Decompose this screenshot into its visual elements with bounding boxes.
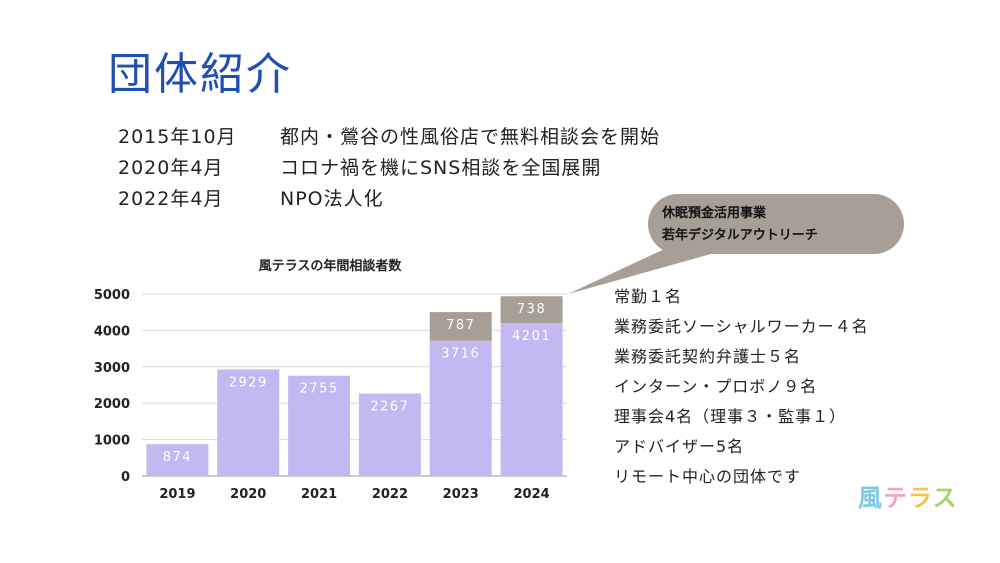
bar-stack-top (429, 312, 492, 341)
history-text: 都内・鶯谷の性風俗店で無料相談会を開始 (280, 126, 661, 148)
x-tick-label: 2021 (301, 487, 337, 502)
bar (217, 369, 280, 476)
y-tick-label: 0 (121, 470, 130, 485)
data-label: 2755 (300, 382, 339, 397)
x-tick-label: 2024 (513, 487, 549, 502)
data-label: 4201 (512, 329, 551, 344)
history-list: 2015年10月 都内・鶯谷の性風俗店で無料相談会を開始 2020年4月 コロナ禍を… (118, 122, 660, 215)
bar (500, 323, 563, 476)
history-item: 2015年10月 都内・鶯谷の性風俗店で無料相談会を開始 (118, 122, 660, 153)
y-tick-label: 5000 (94, 288, 130, 303)
x-tick-label: 2019 (159, 487, 195, 502)
staff-item: 常勤１名 (614, 287, 683, 306)
logo-char: ラ (908, 484, 933, 512)
staff-list: 常勤１名 業務委託ソーシャルワーカー４名 業務委託契約弁護士５名 インターン・プ… (614, 283, 869, 493)
x-tick-label: 2022 (372, 487, 408, 502)
bar (358, 393, 421, 476)
staff-item: アドバイザー5名 (614, 437, 745, 456)
data-label: 787 (446, 318, 475, 333)
callout-line-1: 休眠預金活用事業 (662, 206, 767, 221)
staff-item: 理事会4名（理事３・監事１） (614, 407, 847, 426)
callout-bubble (648, 194, 904, 254)
bar (146, 444, 209, 476)
data-label: 2929 (229, 375, 268, 390)
logo-char: テ (883, 484, 908, 512)
x-tick-label: 2023 (443, 487, 479, 502)
y-tick-label: 2000 (94, 397, 130, 412)
callout-line-2: 若年デジタルアウトリーチ (662, 228, 818, 243)
y-tick-label: 3000 (94, 361, 130, 376)
staff-item: 業務委託ソーシャルワーカー４名 (614, 317, 869, 336)
y-tick-label: 4000 (94, 324, 130, 339)
data-label: 3716 (441, 347, 480, 362)
y-tick-label: 1000 (94, 434, 130, 449)
staff-item: リモート中心の団体です (614, 467, 802, 486)
callout-text: 休眠預金活用事業 若年デジタルアウトリーチ (662, 203, 818, 247)
data-label: 738 (517, 302, 546, 317)
history-item: 2020年4月 コロナ禍を機にSNS相談を全国展開 (118, 153, 660, 184)
history-date: 2020年4月 (118, 157, 224, 179)
history-text: コロナ禍を機にSNS相談を全国展開 (280, 157, 602, 179)
callout: 休眠預金活用事業 若年デジタルアウトリーチ (568, 194, 908, 294)
bar-chart: 0 1000 2000 3000 4000 5000 874 2019 2929 2020 2755… (94, 288, 567, 502)
bar (288, 375, 351, 476)
bar (429, 340, 492, 476)
history-text: NPO法人化 (280, 188, 384, 210)
data-label: 874 (163, 450, 192, 465)
chart-title: 風テラスの年間相談者数 (258, 259, 402, 274)
history-date: 2022年4月 (118, 188, 224, 210)
logo-char: ス (932, 484, 958, 512)
bar-stack-top (500, 296, 563, 324)
staff-item: インターン・プロボノ９名 (614, 377, 818, 396)
logo-char: 風 (858, 484, 883, 512)
staff-item: 業務委託契約弁護士５名 (614, 347, 802, 366)
logo: 風テラス (858, 478, 958, 513)
x-tick-label: 2020 (230, 487, 266, 502)
data-label: 2267 (370, 399, 409, 414)
history-item: 2022年4月 NPO法人化 (118, 184, 660, 215)
history-date: 2015年10月 (118, 126, 237, 148)
page-title: 団体紹介 (108, 49, 292, 100)
